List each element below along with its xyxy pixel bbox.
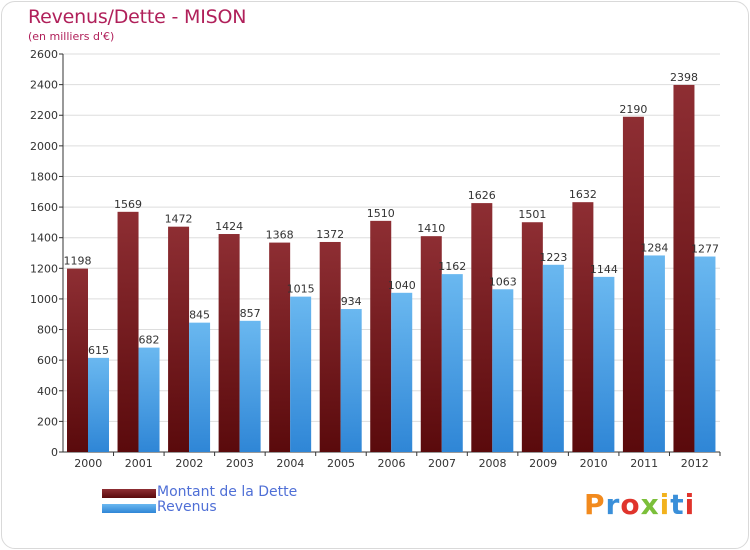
logo-letter: P	[584, 488, 606, 521]
bar-debt	[471, 203, 493, 452]
data-label-revenus: 1223	[539, 251, 567, 264]
logo-letter: i	[684, 488, 696, 521]
y-tick-label: 1600	[30, 201, 58, 214]
data-label-debt: 1632	[569, 188, 597, 201]
y-tick-label: 2200	[30, 109, 58, 122]
data-label-revenus: 1063	[489, 275, 517, 288]
bar-debt	[673, 84, 695, 452]
data-label-debt: 1510	[367, 207, 395, 220]
data-label-revenus: 1040	[388, 279, 416, 292]
data-label-debt: 1569	[114, 198, 142, 211]
y-tick-label: 1000	[30, 293, 58, 306]
data-label-debt: 1372	[316, 228, 344, 241]
x-tick-label: 2009	[529, 457, 557, 470]
bar-debt	[572, 202, 594, 452]
y-tick-label: 1800	[30, 170, 58, 183]
proxiti-logo: Proxiti	[584, 488, 695, 521]
bar-revenus	[593, 276, 615, 452]
legend-label-revenus: Revenus	[157, 499, 217, 515]
legend-label-debt: Montant de la Dette	[157, 484, 298, 500]
x-tick-label: 2007	[428, 457, 456, 470]
bar-debt	[622, 116, 644, 452]
bar-debt	[218, 234, 240, 452]
data-label-revenus: 934	[341, 295, 362, 308]
y-tick-label: 0	[51, 446, 58, 459]
bar-debt	[420, 236, 442, 452]
logo-letter: t	[670, 488, 685, 521]
bar-revenus	[542, 264, 564, 452]
x-tick-label: 2006	[378, 457, 406, 470]
data-label-debt: 2190	[619, 103, 647, 116]
x-tick-label: 2005	[327, 457, 355, 470]
x-tick-label: 2000	[74, 457, 102, 470]
data-label-revenus: 682	[139, 334, 160, 347]
bar-revenus	[441, 274, 463, 452]
y-tick-label: 2000	[30, 140, 58, 153]
data-label-debt: 2398	[670, 71, 698, 84]
logo-letter: o	[620, 488, 641, 521]
logo-letter: i	[659, 488, 671, 521]
data-label-debt: 1626	[468, 189, 496, 202]
bar-revenus	[290, 296, 312, 452]
data-label-debt: 1501	[518, 208, 546, 221]
x-tick-label: 2011	[630, 457, 658, 470]
x-tick-label: 2002	[175, 457, 203, 470]
data-label-revenus: 1144	[590, 263, 618, 276]
data-label-revenus: 615	[88, 344, 109, 357]
x-tick-label: 2003	[226, 457, 254, 470]
bar-revenus	[492, 289, 514, 452]
y-tick-label: 2600	[30, 48, 58, 61]
chart-title: Revenus/Dette - MISON	[28, 6, 247, 28]
data-label-debt: 1410	[417, 222, 445, 235]
x-tick-label: 2004	[276, 457, 304, 470]
bar-debt	[370, 220, 392, 452]
x-tick-label: 2012	[681, 457, 709, 470]
chart-subtitle: (en milliers d'€)	[28, 30, 115, 43]
bar-debt	[67, 268, 88, 452]
data-label-revenus: 1284	[640, 241, 668, 254]
bar-revenus	[189, 322, 211, 452]
x-tick-label: 2010	[580, 457, 608, 470]
x-tick-label: 2001	[125, 457, 153, 470]
data-label-debt: 1472	[165, 213, 193, 226]
x-tick-label: 2008	[479, 457, 507, 470]
logo-letter: x	[640, 488, 660, 521]
data-label-debt: 1424	[215, 220, 243, 233]
legend-swatch-revenus	[102, 504, 156, 513]
bar-debt	[168, 226, 190, 452]
bar-revenus	[138, 347, 160, 452]
logo-letter: r	[605, 488, 621, 521]
bar-revenus	[88, 357, 109, 452]
bar-revenus	[643, 255, 665, 452]
bar-debt	[521, 222, 543, 452]
bar-debt	[319, 241, 341, 452]
y-tick-label: 200	[37, 415, 58, 428]
data-label-debt: 1368	[266, 229, 294, 242]
y-tick-label: 1400	[30, 232, 58, 245]
data-label-revenus: 1162	[438, 260, 466, 273]
y-tick-label: 400	[37, 385, 58, 398]
bar-debt	[117, 211, 139, 452]
data-label-debt: 1198	[64, 255, 92, 268]
bar-revenus	[239, 320, 261, 452]
bar-debt	[269, 242, 291, 452]
data-label-revenus: 1277	[691, 243, 719, 256]
y-tick-label: 1200	[30, 262, 58, 275]
data-label-revenus: 857	[240, 307, 261, 320]
y-tick-label: 600	[37, 354, 58, 367]
data-label-revenus: 845	[189, 309, 210, 322]
bar-revenus	[694, 256, 716, 452]
y-tick-label: 800	[37, 324, 58, 337]
bar-revenus	[391, 292, 413, 452]
bar-revenus	[340, 309, 362, 452]
y-tick-label: 2400	[30, 79, 58, 92]
legend-swatch-debt	[102, 489, 156, 498]
data-label-revenus: 1015	[287, 283, 315, 296]
